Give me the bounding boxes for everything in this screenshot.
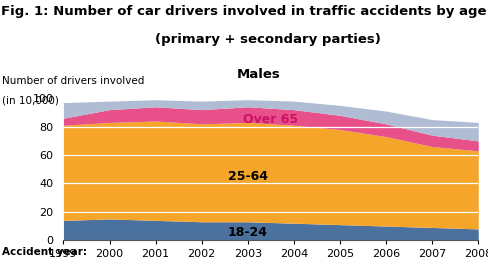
Text: Fig. 1: Number of car drivers involved in traffic accidents by age group: Fig. 1: Number of car drivers involved i… (1, 5, 488, 19)
Text: Over 65: Over 65 (244, 113, 298, 126)
Text: (in 10,000): (in 10,000) (2, 96, 60, 106)
Text: Accident year:: Accident year: (2, 247, 87, 257)
Text: (primary + secondary parties): (primary + secondary parties) (156, 33, 381, 46)
Text: Number of drivers involved: Number of drivers involved (2, 76, 145, 87)
Text: 18-24: 18-24 (228, 226, 268, 239)
Text: 25-64: 25-64 (228, 170, 268, 183)
Text: Males: Males (237, 68, 280, 81)
